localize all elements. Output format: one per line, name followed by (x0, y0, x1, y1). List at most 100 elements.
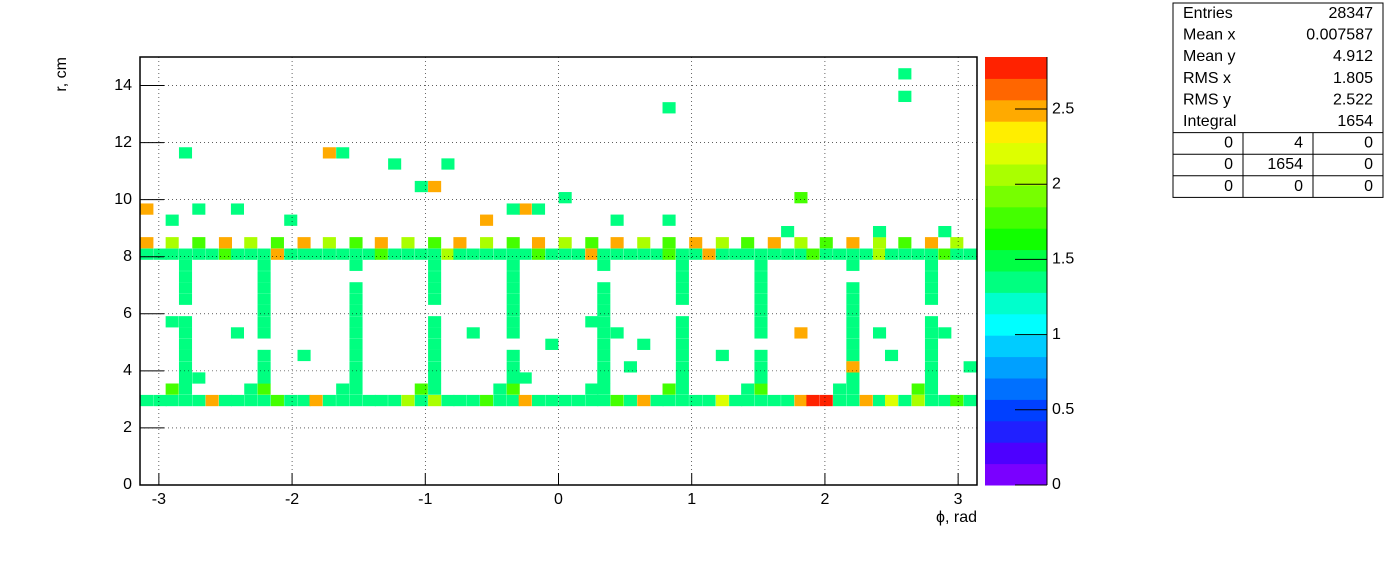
cell (675, 372, 689, 384)
cell (794, 237, 808, 249)
cell (585, 316, 599, 328)
cell (349, 282, 363, 294)
cell (493, 394, 507, 407)
cell (662, 394, 676, 407)
cell (571, 248, 586, 260)
cell (257, 327, 271, 339)
cell (754, 282, 768, 294)
cell (165, 237, 179, 249)
cell (741, 394, 755, 407)
cell (531, 203, 546, 215)
cell (924, 327, 939, 339)
cell (963, 394, 977, 407)
y-tick-label: 10 (114, 191, 132, 208)
cell (873, 225, 887, 238)
cell (846, 237, 860, 249)
cell (178, 372, 193, 384)
cell (178, 327, 193, 339)
cell (675, 349, 689, 362)
cell (924, 338, 939, 350)
cell (218, 248, 233, 260)
palette-block (985, 99, 1047, 122)
cell (428, 316, 442, 328)
cell (322, 237, 336, 249)
cell (924, 293, 939, 305)
cell (846, 338, 860, 350)
axes: -3 -2 -1 0 1 2 30246810121400.511.522.5Entries… (114, 2, 1384, 508)
cell (362, 248, 376, 260)
palette-block (985, 78, 1047, 101)
cell (506, 361, 520, 373)
stats-value: 1654 (1337, 113, 1373, 130)
cell (493, 383, 507, 395)
cell (898, 68, 912, 80)
cell (675, 394, 689, 407)
cell (585, 394, 599, 407)
cell (257, 282, 271, 294)
stats-overflow: 0 (1364, 135, 1373, 152)
stats-value: 2.522 (1333, 91, 1373, 108)
cell (480, 214, 494, 226)
cell (715, 248, 729, 260)
palette-block (985, 57, 1047, 79)
cell (924, 349, 939, 362)
cell (597, 327, 611, 339)
cell (165, 214, 179, 226)
cell (597, 383, 611, 395)
cell (428, 237, 442, 249)
cell (257, 304, 271, 317)
cell (675, 282, 689, 294)
cell (205, 394, 219, 407)
z-tick-label: 1.5 (1052, 251, 1074, 268)
stats-value: 28347 (1329, 5, 1374, 22)
cell (165, 383, 179, 395)
cell (506, 327, 520, 339)
y-tick-label: 2 (123, 419, 132, 436)
cell (833, 248, 847, 260)
stats-value: 0.007587 (1306, 27, 1373, 44)
cell (846, 316, 860, 328)
cell (846, 394, 860, 407)
cell (963, 361, 977, 373)
cell (741, 237, 755, 249)
x-tick-label: -2 (285, 491, 299, 508)
cell (374, 237, 388, 249)
cell (297, 349, 311, 362)
x-tick-label: 1 (687, 491, 696, 508)
cell (859, 394, 873, 407)
cell (178, 293, 193, 305)
cell (662, 383, 676, 395)
cell (428, 327, 442, 339)
cell (675, 327, 689, 339)
cell (597, 349, 611, 362)
cell (284, 394, 298, 407)
cell (924, 316, 939, 328)
cell (428, 372, 442, 384)
cell (244, 248, 258, 260)
cell (480, 237, 494, 249)
cell (781, 394, 795, 407)
y-tick-label: 0 (123, 476, 132, 493)
cell (428, 383, 442, 395)
y-tick-label: 14 (114, 77, 132, 94)
cell (924, 237, 939, 249)
cell (244, 237, 258, 249)
cell (178, 383, 193, 395)
x-tick-label: -1 (418, 491, 432, 508)
cell (662, 248, 676, 260)
cell (257, 248, 271, 260)
cell (230, 203, 244, 215)
cell (846, 372, 860, 384)
stats-overflow: 0 (1364, 178, 1373, 195)
cell (819, 394, 833, 407)
palette-block (985, 142, 1047, 165)
cell (388, 158, 402, 170)
cell (610, 237, 624, 249)
stats-overflow: 4 (1294, 135, 1303, 152)
cell (336, 147, 350, 159)
cell (781, 248, 795, 260)
cell (662, 102, 676, 114)
cell (702, 248, 716, 260)
y-tick-label: 6 (123, 305, 132, 322)
